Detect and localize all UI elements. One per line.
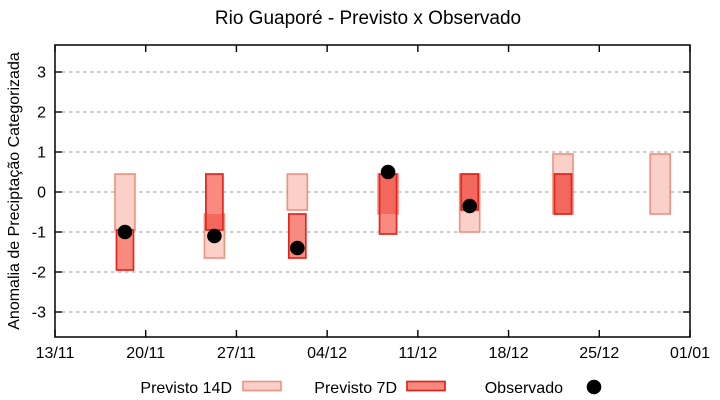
plot-frame [54,44,691,338]
gridlines [55,71,690,313]
y-tick-label-1: 1 [37,145,46,162]
legend-swatch-previsto-7d [406,380,446,392]
forecast-overlap-region [554,174,572,214]
legend-swatch-previsto-14d [242,380,282,392]
x-tick-label-20/11: 20/11 [126,345,165,362]
previsto-14d-bar [286,173,309,211]
previsto-7d-bar-border [287,213,307,259]
legend-label-observado: Observado [485,380,563,397]
y-tick-label-2: 2 [37,105,46,122]
previsto-7d-bar-border [553,173,573,215]
x-tick-label-11/12: 11/12 [398,345,437,362]
y-tick-label--2: -2 [32,265,46,282]
forecast-point-22/12 [552,153,574,215]
observado-dot [207,228,222,244]
forecast-overlap-region [205,214,223,230]
y-tick-label-3: 3 [37,65,46,82]
plot-border [54,44,691,338]
x-tick-label-13/11: 13/11 [36,345,75,362]
observado-dot [117,224,133,240]
legend-marker-observado [586,379,602,395]
x-tick-label-25/12: 25/12 [579,345,619,362]
forecast-point-18/11 [114,173,136,271]
y-tick-label--1: -1 [32,225,46,242]
axis-ticks [54,45,691,337]
previsto-14d-bar [114,173,136,231]
legend-label-previsto-14d: Previsto 14D [140,380,232,397]
x-tick-label-27/11: 27/11 [217,345,256,362]
forecast-point-02/12 [286,173,309,259]
x-tick-label-18/12: 18/12 [489,345,529,362]
observado-dot [380,164,396,180]
observado-dot [290,240,305,256]
observado-dot [462,198,477,214]
x-tick-label-04/12: 04/12 [307,345,347,362]
forecast-point-15/12 [458,173,481,233]
x-tick-label-01/01: 01/01 [670,345,710,362]
legend: Previsto 14D Previsto 7D Observado [140,379,602,397]
y-axis-label: Anomalia de Preciptação Categorizada [6,52,23,330]
forecast-overlap-region [379,174,397,214]
forecast-point-09/12 [377,164,399,235]
previsto-14d-bar [649,153,671,215]
tick-labels: 3 2 1 0 -1 -2 -3 13/11 20/11 27/11 04/12 11/12 18/12… [32,65,710,363]
y-tick-label--3: -3 [32,305,46,322]
forecast-point-30/12 [649,153,671,215]
previsto-7d-bar [116,230,134,270]
chart-title: Rio Guaporé - Previsto x Observado [215,8,521,29]
data-series [114,153,671,271]
forecast-point-25/11 [203,173,226,259]
y-tick-label-0: 0 [37,185,46,202]
legend-label-previsto-7d: Previsto 7D [314,380,397,397]
